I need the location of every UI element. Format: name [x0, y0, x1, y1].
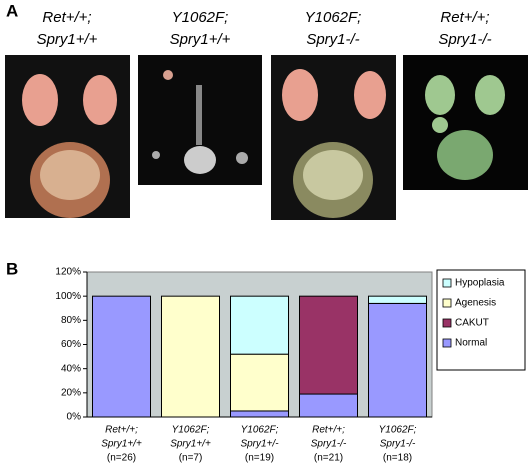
image-title: Ret+/+; — [440, 9, 489, 26]
legend-swatch — [442, 278, 452, 288]
x-tick-label: Spry1+/+ — [170, 439, 211, 450]
y-tick-label: 120% — [55, 267, 81, 278]
image-title: Spry1-/- — [438, 31, 491, 48]
legend — [436, 269, 526, 371]
legend-label: Normal — [455, 338, 487, 349]
bar-segment — [161, 295, 220, 418]
bar-segment — [92, 295, 151, 418]
x-tick-label: Y1062F; — [379, 425, 417, 436]
image-title: Y1062F; — [172, 9, 229, 26]
x-tick-label: (n=26) — [107, 453, 136, 464]
x-tick-label: Spry1+/+ — [101, 439, 142, 450]
y-tick-label: 0% — [67, 412, 82, 423]
photo — [271, 55, 396, 220]
x-tick-label: (n=7) — [179, 453, 203, 464]
x-tick-label: (n=21) — [314, 453, 343, 464]
x-tick-label: Y1062F; — [241, 425, 279, 436]
bar-segment — [299, 393, 358, 418]
x-tick-label: (n=19) — [245, 453, 274, 464]
photo — [403, 55, 528, 190]
y-tick-label: 60% — [61, 339, 81, 350]
panel-label: A — [6, 1, 18, 20]
x-tick-label: Ret+/+; — [105, 425, 138, 436]
y-tick-label: 80% — [61, 315, 81, 326]
bar-segment — [230, 410, 289, 418]
bar-segment — [368, 295, 427, 304]
bar-segment — [230, 353, 289, 412]
photo — [138, 55, 262, 185]
image-title: Y1062F; — [305, 9, 362, 26]
photo — [5, 55, 130, 218]
x-tick-label: Spry1-/- — [380, 439, 416, 450]
bar-segment — [230, 295, 289, 355]
y-tick-label: 20% — [61, 387, 81, 398]
image-title: Spry1-/- — [306, 31, 359, 48]
x-tick-label: (n=18) — [383, 453, 412, 464]
bar-segment — [368, 302, 427, 418]
legend-label: Agenesis — [455, 298, 496, 309]
x-tick-label: Ret+/+; — [312, 425, 345, 436]
legend-swatch — [442, 298, 452, 308]
y-tick-label: 40% — [61, 363, 81, 374]
x-tick-label: Spry1-/- — [311, 439, 347, 450]
y-tick-label: 100% — [55, 291, 81, 302]
legend-swatch — [442, 318, 452, 328]
image-title: Spry1+/+ — [170, 31, 231, 48]
image-title: Spry1+/+ — [37, 31, 98, 48]
image-title: Ret+/+; — [42, 9, 91, 26]
x-tick-label: Y1062F; — [172, 425, 210, 436]
legend-label: CAKUT — [455, 318, 489, 329]
panel-label: B — [6, 259, 18, 278]
bar-segment — [299, 295, 358, 395]
x-tick-label: Spry1+/- — [240, 439, 279, 450]
legend-swatch — [442, 338, 452, 348]
legend-label: Hypoplasia — [455, 278, 505, 289]
